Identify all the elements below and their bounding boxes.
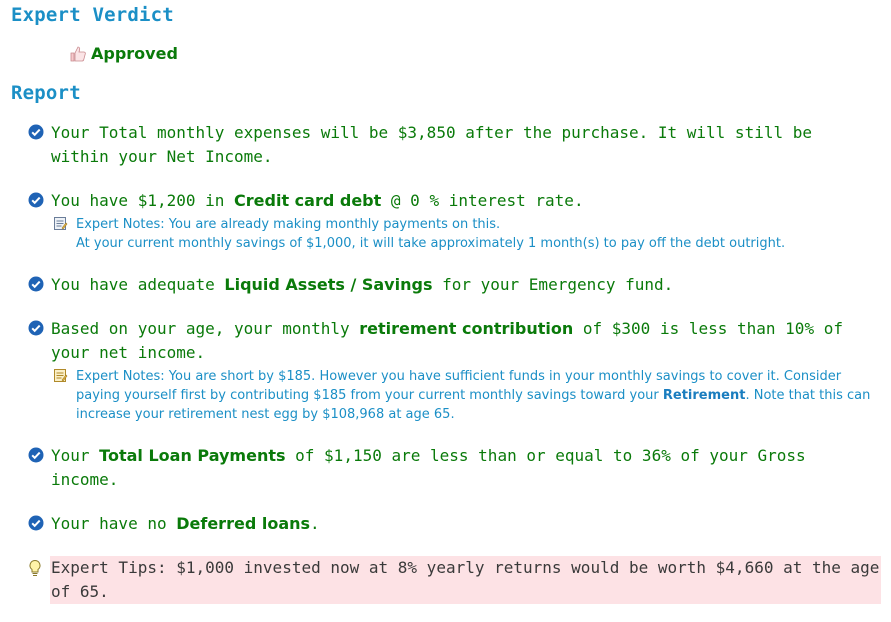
retirement-text: Based on your age, your monthly retireme… — [51, 319, 853, 362]
expert-verdict-heading: Expert Verdict — [11, 4, 174, 26]
credit-card-text: You have $1,200 in Credit card debt @ 0 … — [51, 191, 584, 210]
retirement-contribution-label: retirement contribution — [359, 319, 574, 338]
check-circle-icon — [28, 447, 44, 463]
deferred-loans-label: Deferred loans — [176, 514, 311, 533]
check-circle-icon — [28, 192, 44, 208]
liquid-assets-text: You have adequate Liquid Assets / Saving… — [51, 275, 674, 294]
deferred-loans-text: Your have no Deferred loans. — [51, 514, 320, 533]
credit-card-expert-note: Expert Notes: You are already making mon… — [54, 215, 878, 253]
report-item-credit-card: You have $1,200 in Credit card debt @ 0 … — [28, 189, 878, 253]
report-item-retirement: Based on your age, your monthly retireme… — [28, 317, 878, 424]
report-heading: Report — [11, 82, 81, 104]
check-circle-icon — [28, 320, 44, 336]
expert-tip: Expert Tips: $1,000 invested now at 8% y… — [28, 556, 881, 604]
loan-payments-text: Your Total Loan Payments of $1,150 are l… — [51, 446, 816, 489]
verdict-status: Approved — [69, 44, 178, 63]
liquid-assets-label: Liquid Assets / Savings — [224, 275, 433, 294]
check-circle-icon — [28, 276, 44, 292]
total-loan-payments-label: Total Loan Payments — [99, 446, 286, 465]
report-item-expenses: Your Total monthly expenses will be $3,8… — [28, 121, 878, 169]
expenses-text: Your Total monthly expenses will be $3,8… — [51, 123, 822, 166]
expert-tip-text: Expert Tips: $1,000 invested now at 8% y… — [50, 556, 881, 604]
verdict-label: Approved — [91, 44, 178, 63]
note-warning-icon — [54, 369, 68, 382]
check-circle-icon — [28, 515, 44, 531]
retirement-link-label: Retirement — [662, 388, 746, 403]
report-item-loan-payments: Your Total Loan Payments of $1,150 are l… — [28, 444, 878, 492]
check-circle-icon — [28, 124, 44, 140]
credit-card-debt-label: Credit card debt — [234, 191, 382, 210]
thumbs-up-icon — [70, 46, 86, 61]
notepad-icon — [54, 217, 68, 230]
retirement-expert-note: Expert Notes: You are short by $185. How… — [54, 367, 876, 424]
report-item-deferred-loans: Your have no Deferred loans. — [28, 512, 878, 536]
lightbulb-icon — [29, 559, 41, 576]
report-item-liquid-assets: You have adequate Liquid Assets / Saving… — [28, 273, 878, 297]
